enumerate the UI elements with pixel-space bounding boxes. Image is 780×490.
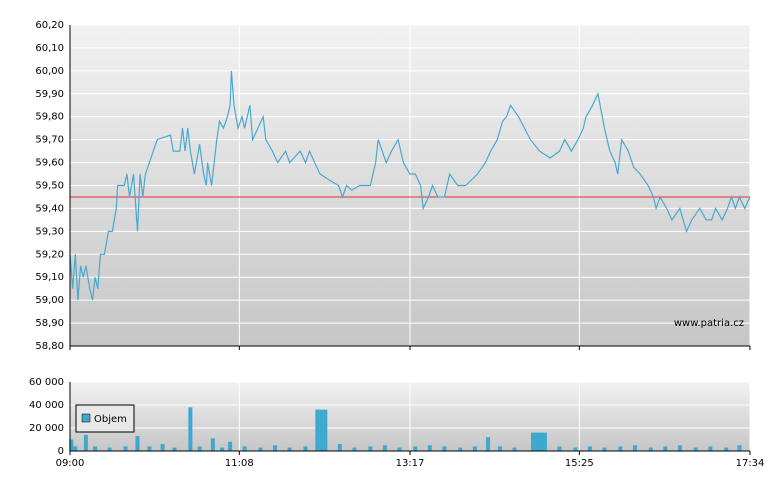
volume-bar (107, 447, 112, 451)
volume-bar (648, 447, 653, 451)
legend-label: Objem (94, 414, 127, 425)
volume-bar (708, 446, 713, 451)
volume-bar (242, 446, 247, 451)
y-tick-label: 59,70 (35, 135, 64, 146)
volume-bar (273, 445, 278, 451)
volume-bar (538, 432, 543, 451)
volume-bar (458, 447, 463, 451)
volume-bar (258, 447, 263, 451)
volume-bar (147, 446, 152, 451)
y-tick-label: 60,00 (35, 66, 64, 77)
volume-bar (303, 446, 308, 451)
volume-bar (618, 446, 623, 451)
volume-bar (535, 432, 540, 451)
y-tick-label: 59,20 (35, 249, 64, 260)
volume-bar (83, 434, 88, 451)
y-tick-label: 59,10 (35, 272, 64, 283)
volume-bar (93, 446, 98, 451)
x-tick-label: 13:17 (396, 458, 425, 469)
y-tick-label: 58,90 (35, 318, 64, 329)
y-tick-label: 60,20 (35, 20, 64, 31)
volume-bar (287, 447, 292, 451)
volume-bar (172, 447, 177, 451)
y-tick-label: 59,30 (35, 226, 64, 237)
y-tick-label: 59,40 (35, 203, 64, 214)
y-tick-label: 58,80 (35, 341, 64, 352)
volume-bar (602, 447, 607, 451)
volume-bar (315, 409, 320, 451)
volume-bar (397, 447, 402, 451)
y-tick-label: 60,10 (35, 43, 64, 54)
volume-bar (542, 432, 547, 451)
volume-bar (472, 446, 477, 451)
y-tick-label: 59,90 (35, 89, 64, 100)
watermark: www.patria.cz (674, 318, 744, 329)
volume-bar (73, 446, 78, 451)
volume-bar (352, 447, 357, 451)
y-tick-label: 59,50 (35, 181, 64, 192)
volume-bar (413, 446, 418, 451)
volume-bar (632, 445, 637, 451)
y-tick-label: 20 000 (29, 423, 64, 434)
volume-bar (587, 446, 592, 451)
y-tick-label: 59,00 (35, 295, 64, 306)
volume-bar (160, 444, 165, 451)
volume-bar (512, 447, 517, 451)
volume-bar (69, 439, 74, 451)
volume-bar (382, 445, 387, 451)
y-tick-label: 60 000 (29, 377, 64, 388)
volume-bar (557, 446, 562, 451)
volume-bar (486, 437, 491, 451)
volume-bar (497, 446, 502, 451)
y-tick-label: 40 000 (29, 400, 64, 411)
volume-bar (368, 446, 373, 451)
x-tick-label: 11:08 (225, 458, 254, 469)
volume-bar (531, 432, 536, 451)
volume-bar (228, 441, 233, 451)
volume-bar (319, 409, 324, 451)
price-line (69, 70, 751, 301)
volume-bar (573, 447, 578, 451)
x-tick-label: 17:34 (736, 458, 765, 469)
volume-bar (210, 438, 215, 451)
legend-swatch (81, 413, 91, 423)
volume-bar (737, 445, 742, 451)
x-tick-label: 15:25 (565, 458, 594, 469)
volume-bar (323, 409, 328, 451)
volume-bar (677, 445, 682, 451)
volume-bar (427, 445, 432, 451)
volume-bar (724, 447, 729, 451)
y-tick-label: 59,80 (35, 112, 64, 123)
volume-bar (337, 444, 342, 451)
volume-bar (693, 447, 698, 451)
volume-bar (442, 446, 447, 451)
x-tick-label: 09:00 (56, 458, 85, 469)
volume-bar (188, 407, 193, 451)
y-tick-label: 0 (58, 446, 64, 457)
volume-bar (220, 447, 225, 451)
volume-bar (197, 446, 202, 451)
y-tick-label: 59,60 (35, 158, 64, 169)
volume-bar (123, 446, 128, 451)
volume-bar (663, 446, 668, 451)
volume-bar (135, 436, 140, 451)
